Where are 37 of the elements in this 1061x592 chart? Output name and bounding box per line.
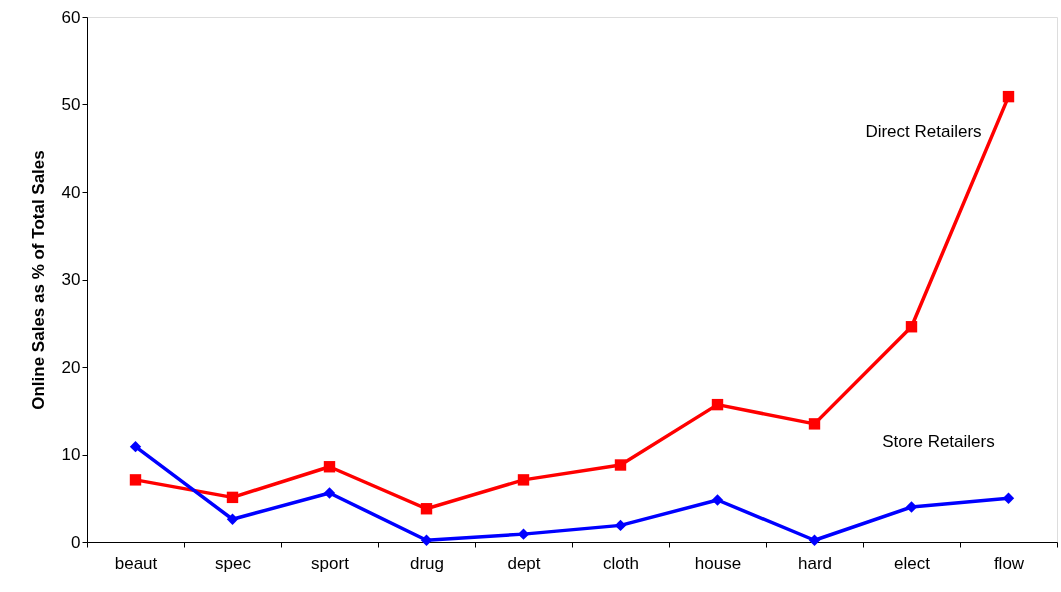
point	[226, 513, 239, 525]
point	[323, 487, 336, 499]
x-tick-label: beaut	[114, 553, 158, 573]
point	[614, 459, 627, 471]
point	[323, 461, 336, 473]
x-tick-label: drug	[409, 553, 445, 573]
point	[226, 491, 239, 504]
text: Store Retailers	[882, 432, 995, 452]
y-tick-label: 0	[71, 532, 81, 552]
point	[808, 418, 821, 430]
series-label: Direct Retailers	[865, 121, 982, 141]
point	[129, 474, 142, 486]
point	[1002, 90, 1015, 103]
point	[517, 474, 530, 486]
point	[711, 398, 724, 411]
point	[711, 494, 724, 506]
x-tick-label: cloth	[603, 553, 639, 573]
y-tick-label: 20	[61, 357, 81, 377]
x-tick-label: elect	[894, 553, 931, 573]
y-tick-label: 10	[61, 445, 81, 464]
x-tick-label: dept	[507, 553, 541, 573]
x-tick-label: hard	[797, 553, 833, 573]
y-tick-label: 30	[61, 270, 81, 289]
point	[614, 519, 627, 532]
x-tick-label: sport	[311, 553, 350, 573]
point	[420, 534, 433, 546]
y-tick-label: 50	[61, 95, 81, 114]
x-tick-label: flow	[993, 553, 1025, 573]
x-tick-label: spec	[215, 553, 252, 573]
point	[905, 321, 918, 333]
y-axis-title: Online Sales as % of Total Sales	[28, 150, 48, 410]
y-tick-label: 40	[61, 182, 81, 202]
y-tick-label: 60	[61, 7, 81, 27]
x-tick-label: house	[694, 553, 742, 573]
point	[420, 503, 433, 515]
point	[129, 440, 142, 453]
point	[808, 534, 821, 546]
